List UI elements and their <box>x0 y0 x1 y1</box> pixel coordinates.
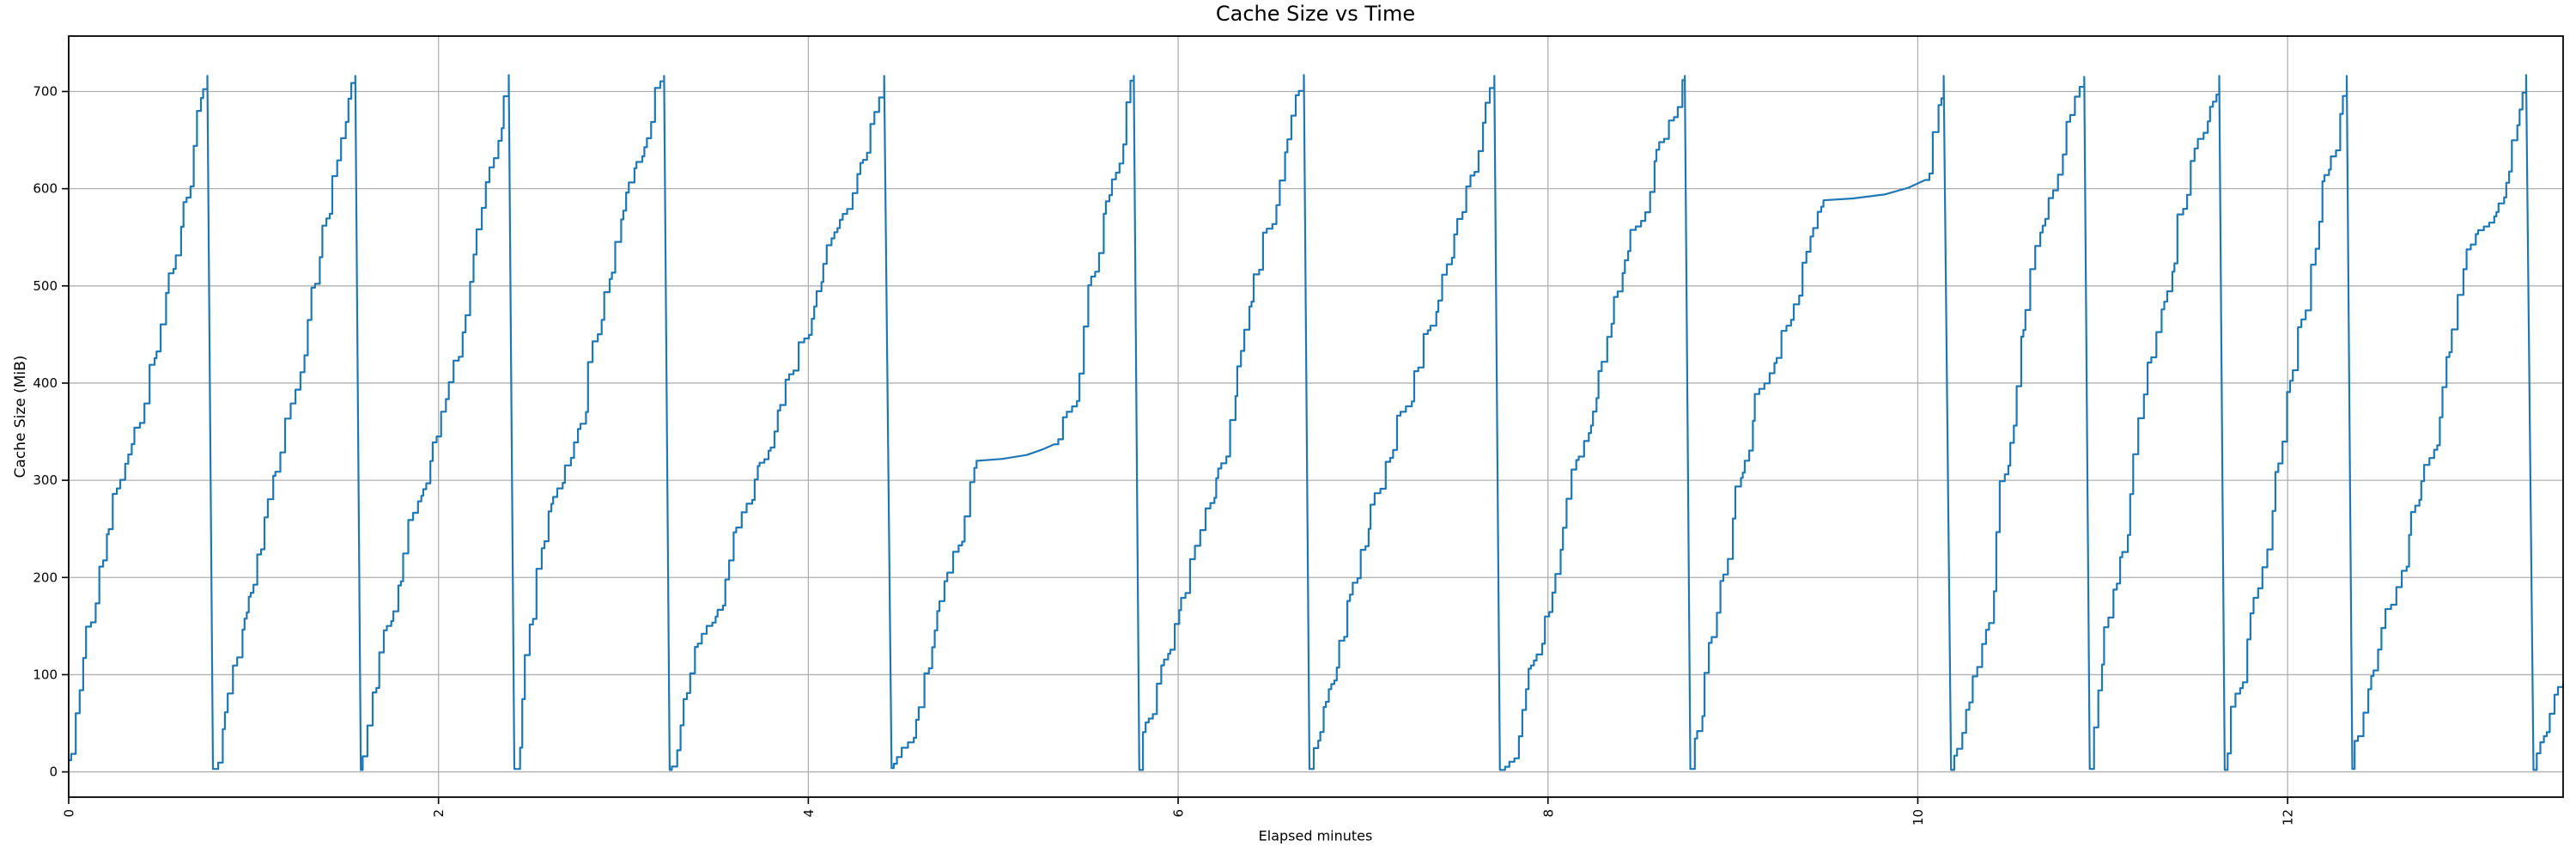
axes-spines <box>68 35 2564 798</box>
x-tick-label: 0 <box>62 809 77 818</box>
x-tick-label: 12 <box>2281 809 2296 825</box>
y-tick-label: 200 <box>33 570 58 585</box>
x-tick-label: 2 <box>431 809 447 818</box>
series-cache_size_mib <box>68 74 2564 771</box>
y-tick-label: 400 <box>33 375 58 391</box>
chart-title: Cache Size vs Time <box>1215 2 1416 26</box>
x-tick-label: 10 <box>1911 809 1926 825</box>
x-tick-label: 6 <box>1171 809 1187 818</box>
y-tick-label: 700 <box>33 83 58 99</box>
x-axis-label: Elapsed minutes <box>1258 827 1373 844</box>
y-tick-label: 300 <box>33 472 58 488</box>
gridlines <box>68 36 2563 797</box>
y-tick-label: 600 <box>33 181 58 197</box>
y-axis-label: Cache Size (MiB) <box>12 355 29 478</box>
ticks <box>62 90 2288 804</box>
y-tick-label: 0 <box>49 765 58 780</box>
y-tick-label: 100 <box>33 667 58 682</box>
x-tick-label: 4 <box>801 809 817 818</box>
y-tick-label: 500 <box>33 278 58 294</box>
x-tick-label: 8 <box>1540 809 1556 818</box>
